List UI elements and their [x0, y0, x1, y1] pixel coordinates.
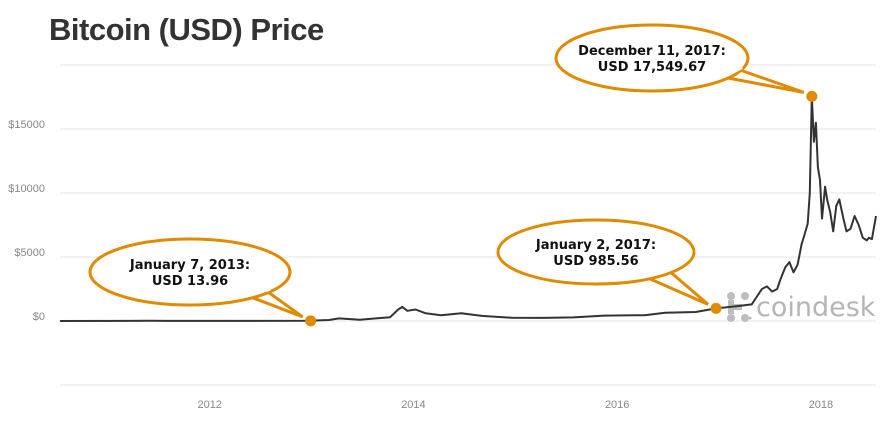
x-tick-label: 2012: [197, 399, 221, 411]
callout-bubble: [554, 23, 750, 93]
annotation-marker: [806, 90, 818, 102]
annotations: January 7, 2013:USD 13.96 January 2, 2017…: [88, 23, 818, 327]
y-tick-label: $15000: [8, 119, 45, 131]
callout-date: December 11, 2017:: [578, 44, 726, 59]
callout-date: January 2, 2017:: [535, 238, 656, 253]
x-tick-label: 2014: [401, 399, 425, 411]
callout-date: January 7, 2013:: [129, 258, 250, 273]
annotation-callout: December 11, 2017:USD 17,549.67: [554, 23, 805, 94]
chart-title: Bitcoin (USD) Price: [49, 12, 324, 47]
y-tick-label: $10000: [8, 183, 45, 195]
gridlines: [60, 64, 876, 386]
annotation-marker: [710, 302, 722, 314]
callout-joint: [725, 65, 743, 77]
callout-price: USD 13.96: [152, 274, 228, 289]
callout-bubble: [88, 237, 292, 307]
annotation-callout: January 2, 2017:USD 985.56: [496, 218, 710, 306]
x-tick-label: 2018: [809, 399, 833, 411]
x-tick-label: 2016: [605, 399, 629, 411]
coindesk-logo-text: coindesk: [756, 292, 876, 323]
annotation-marker: [305, 315, 317, 327]
y-tick-label: $5000: [14, 247, 45, 259]
y-tick-label: $0: [33, 311, 45, 323]
price-line: [59, 95, 877, 322]
coindesk-logo: coindesk: [727, 292, 876, 323]
callout-joint: [645, 265, 671, 277]
x-axis-ticks: 2012 2014 2016 2018: [197, 399, 833, 411]
callout-joint: [245, 287, 271, 295]
callout-price: USD 985.56: [553, 254, 638, 269]
annotation-callout: January 7, 2013:USD 13.96: [88, 237, 304, 319]
y-axis-ticks: $0 $5000 $10000 $15000: [8, 119, 45, 323]
callout-price: USD 17,549.67: [598, 60, 706, 75]
callout-bubble: [496, 218, 696, 286]
